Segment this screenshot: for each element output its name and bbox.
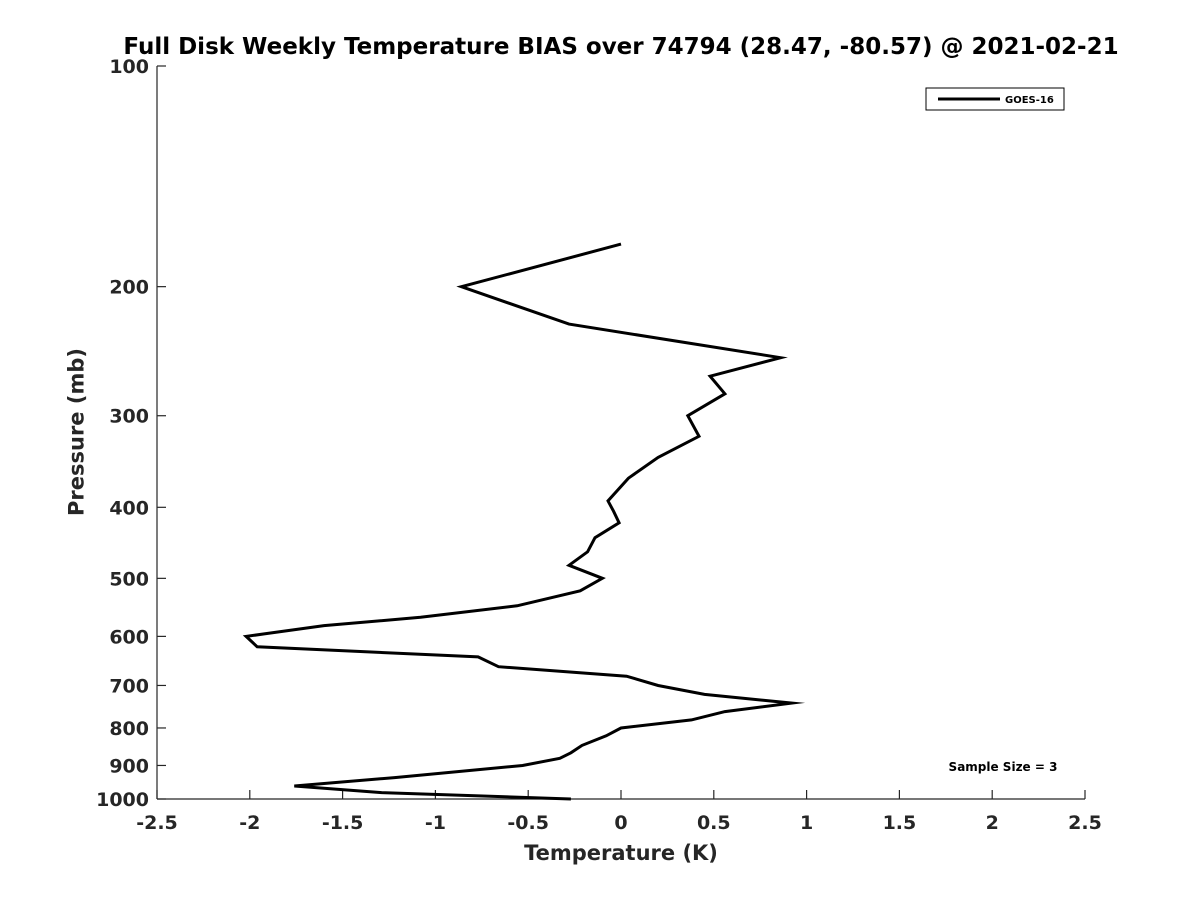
x-tick-label: -0.5 xyxy=(507,812,549,834)
x-tick-label: -1.5 xyxy=(322,812,364,834)
x-axis-title: Temperature (K) xyxy=(524,841,718,865)
y-tick-label: 300 xyxy=(109,406,149,428)
y-tick-label: 200 xyxy=(109,277,149,299)
y-tick-label: 900 xyxy=(109,755,149,777)
x-tick-label: 1.5 xyxy=(883,812,917,834)
series-layer xyxy=(242,242,806,801)
x-tick-label: 1 xyxy=(800,812,813,834)
sample-size-annotation: Sample Size = 3 xyxy=(949,760,1058,774)
x-tick-label: -1 xyxy=(425,812,446,834)
y-tick-label: 400 xyxy=(109,497,149,519)
x-tick-label: 2 xyxy=(986,812,999,834)
legend-entry-goes-16: GOES-16 xyxy=(1005,95,1054,106)
y-tick-label: 1000 xyxy=(96,789,149,811)
y-tick-label: 800 xyxy=(109,718,149,740)
chart-title: Full Disk Weekly Temperature BIAS over 7… xyxy=(123,34,1118,60)
legend: GOES-16 xyxy=(925,87,1065,111)
y-tick-label: 600 xyxy=(109,626,149,648)
x-tick-label: -2.5 xyxy=(136,812,178,834)
y-tick-label: 700 xyxy=(109,675,149,697)
x-tick-label: 0 xyxy=(614,812,627,834)
y-axis-title: Pressure (mb) xyxy=(64,348,88,516)
x-tick-label: 2.5 xyxy=(1068,812,1102,834)
x-tick-label: -2 xyxy=(239,812,260,834)
x-tick-label: 0.5 xyxy=(697,812,731,834)
y-tick-label: 500 xyxy=(109,568,149,590)
x-axis-ticks: -2.5 -2 -1.5 -1 -0.5 0 0.5 1 1.5 2 2.5 xyxy=(136,790,1102,834)
series-line-goes-16 xyxy=(242,242,806,801)
y-axis-ticks: 100 200 300 400 500 600 700 800 900 1000 xyxy=(96,56,166,811)
y-tick-label: 100 xyxy=(109,56,149,78)
